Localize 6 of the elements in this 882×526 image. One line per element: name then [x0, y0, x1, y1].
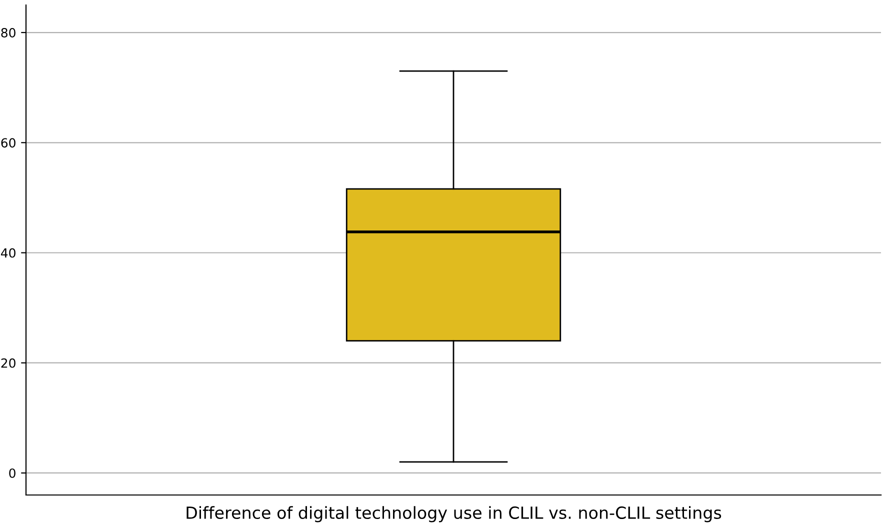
y-tick-label: 80 [1, 28, 16, 38]
y-tick-label: 40 [0, 248, 16, 258]
y-tick-label: 20 [1, 358, 16, 368]
y-tick-label: 0 [9, 468, 16, 478]
x-tick-label: Difference of digital technology use in CLIL vs. non-CLIL settings [186, 506, 722, 522]
y-tick-label: 60 [1, 138, 16, 148]
